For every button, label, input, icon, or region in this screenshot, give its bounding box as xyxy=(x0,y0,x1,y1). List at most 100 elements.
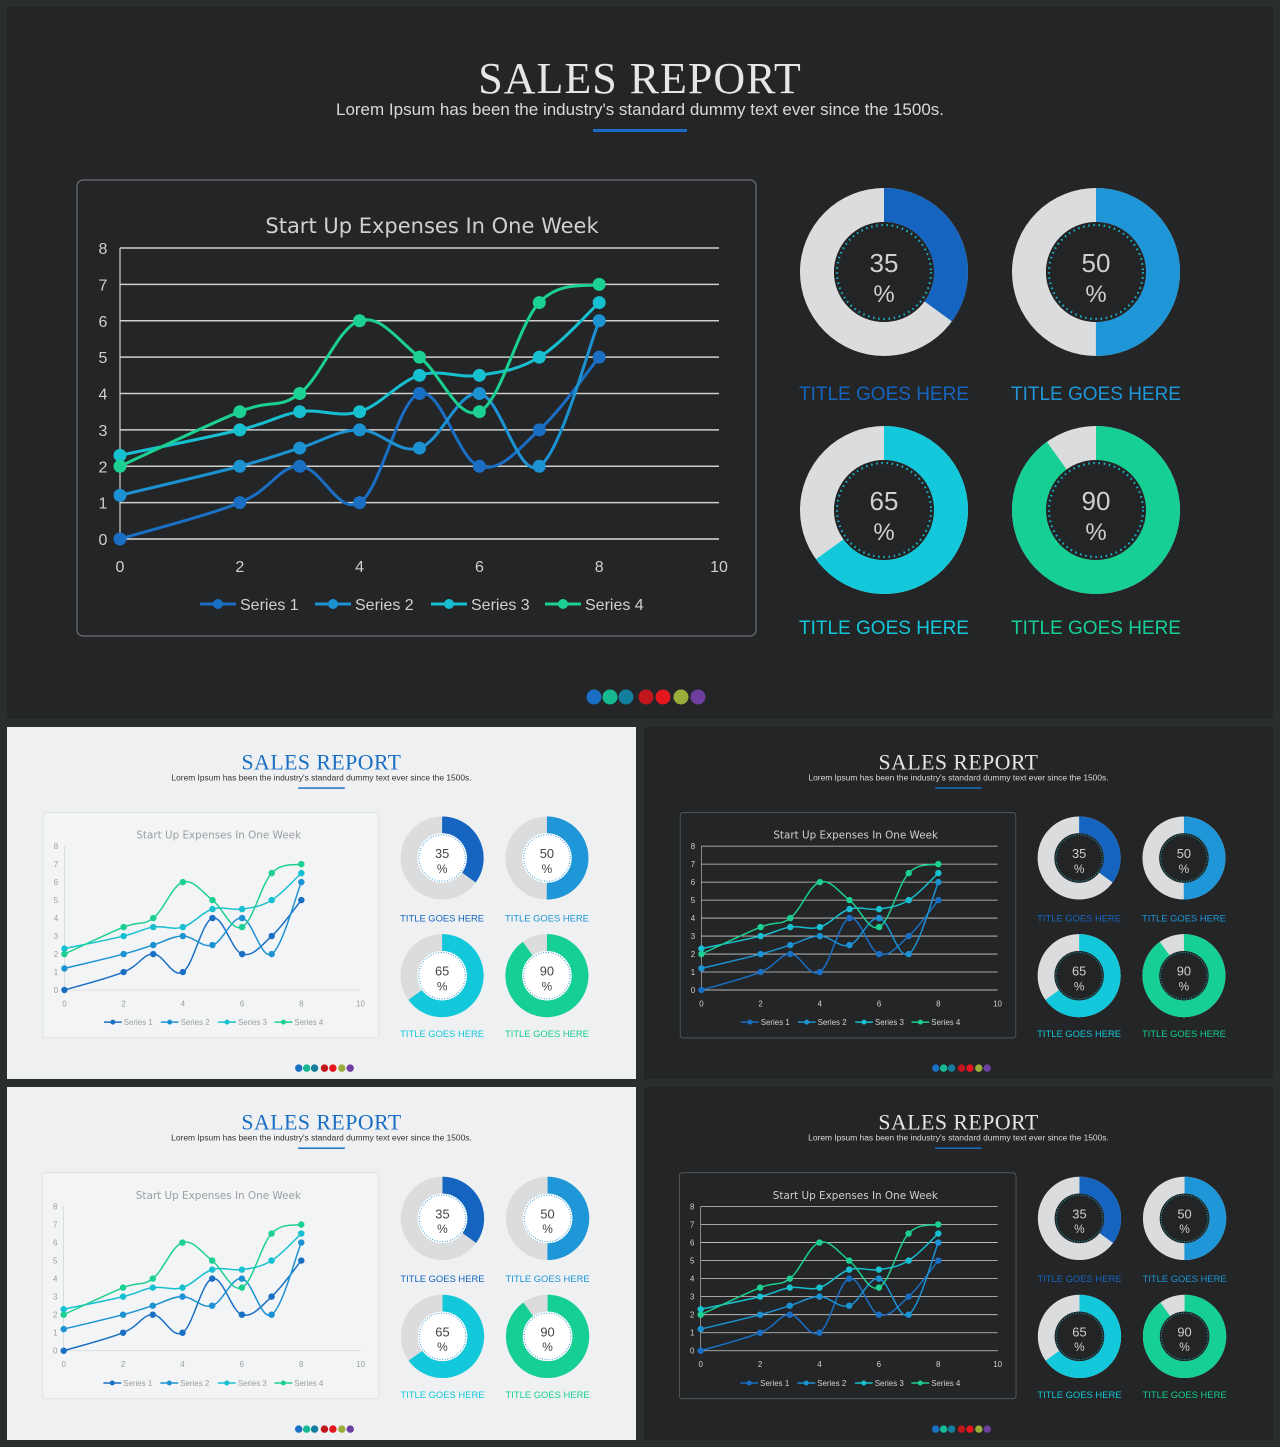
series-point[interactable] xyxy=(61,986,68,994)
series-point[interactable] xyxy=(413,350,426,364)
slide-thumb-light-1[interactable]: SALES REPORT Lorem Ipsum has been the ind… xyxy=(7,727,636,1079)
series-point[interactable] xyxy=(60,1325,67,1333)
donut-progress[interactable] xyxy=(1037,1294,1122,1379)
series-point[interactable] xyxy=(298,896,305,904)
series-point[interactable] xyxy=(905,1311,912,1318)
series-point[interactable] xyxy=(846,896,853,904)
donut-progress[interactable] xyxy=(505,816,589,900)
series-point[interactable] xyxy=(179,923,187,931)
series-point[interactable] xyxy=(472,405,486,419)
series-point[interactable] xyxy=(875,1266,883,1273)
series-point[interactable] xyxy=(268,950,275,958)
series-point[interactable] xyxy=(268,1311,275,1318)
series-point[interactable] xyxy=(113,459,127,473)
series-point[interactable] xyxy=(209,914,216,922)
series-point[interactable] xyxy=(905,896,912,904)
series-point[interactable] xyxy=(353,496,367,510)
series-point[interactable] xyxy=(61,945,68,952)
pagination-dot[interactable] xyxy=(932,1064,940,1072)
series-point[interactable] xyxy=(592,277,606,291)
series-point[interactable] xyxy=(532,423,546,437)
slide-thumb-light-2[interactable]: SALES REPORT Lorem Ipsum has been the ind… xyxy=(7,1087,636,1440)
series-point[interactable] xyxy=(179,1239,186,1246)
series-point[interactable] xyxy=(149,1302,157,1309)
series-point[interactable] xyxy=(149,1284,157,1291)
series-point[interactable] xyxy=(697,1347,704,1354)
series-point[interactable] xyxy=(353,423,367,437)
donut-progress[interactable] xyxy=(505,1294,590,1379)
series-point[interactable] xyxy=(413,441,426,455)
series-point[interactable] xyxy=(150,941,157,949)
series-point[interactable] xyxy=(209,896,216,904)
series-point[interactable] xyxy=(875,1275,883,1282)
series-point[interactable] xyxy=(238,950,246,958)
series-point[interactable] xyxy=(238,1311,246,1318)
series-point[interactable] xyxy=(113,488,127,502)
series-point[interactable] xyxy=(413,387,426,400)
series-point[interactable] xyxy=(149,1275,157,1282)
series-point[interactable] xyxy=(756,1284,764,1291)
pagination-dot[interactable] xyxy=(302,1425,311,1433)
pagination-dot[interactable] xyxy=(295,1064,303,1072)
series-point[interactable] xyxy=(472,387,486,400)
series-point[interactable] xyxy=(413,368,426,382)
series-point[interactable] xyxy=(238,1275,246,1282)
series-point[interactable] xyxy=(60,1306,67,1313)
pagination-dot[interactable] xyxy=(673,689,689,705)
series-point[interactable] xyxy=(935,860,942,868)
donut-progress[interactable] xyxy=(1037,934,1121,1018)
series-point[interactable] xyxy=(233,423,247,437)
series-point[interactable] xyxy=(233,459,247,473)
series-point[interactable] xyxy=(875,1311,883,1318)
pagination-dot[interactable] xyxy=(966,1064,974,1072)
series-point[interactable] xyxy=(208,1266,216,1273)
donut-progress[interactable] xyxy=(400,934,484,1018)
donut-progress[interactable] xyxy=(505,1176,590,1261)
series-point[interactable] xyxy=(786,1302,794,1309)
series-point[interactable] xyxy=(816,1329,823,1336)
series-point[interactable] xyxy=(845,1266,853,1273)
series-point[interactable] xyxy=(816,1293,823,1300)
donut-progress[interactable] xyxy=(400,1176,485,1261)
pagination-dot[interactable] xyxy=(947,1064,956,1072)
series-point[interactable] xyxy=(353,314,367,328)
pagination-dot[interactable] xyxy=(602,689,618,705)
series-point[interactable] xyxy=(209,941,216,949)
series-point[interactable] xyxy=(698,945,705,952)
pagination-dot[interactable] xyxy=(931,1425,940,1433)
slide-thumb-dark-1[interactable]: SALES REPORT Lorem Ipsum has been the ind… xyxy=(644,727,1273,1079)
pagination-dot[interactable] xyxy=(966,1425,974,1433)
pagination-dot[interactable] xyxy=(957,1425,966,1433)
series-point[interactable] xyxy=(697,1311,704,1318)
series-point[interactable] xyxy=(120,950,127,958)
donut-progress[interactable] xyxy=(800,426,968,594)
series-point[interactable] xyxy=(532,459,546,473)
series-point[interactable] xyxy=(238,1266,246,1273)
series-point[interactable] xyxy=(905,1230,912,1237)
series-point[interactable] xyxy=(845,1275,853,1282)
donut-progress[interactable] xyxy=(1012,426,1180,594)
pagination-dot[interactable] xyxy=(329,1425,337,1433)
series-point[interactable] xyxy=(697,1325,704,1333)
series-point[interactable] xyxy=(786,1311,794,1318)
series-point[interactable] xyxy=(119,1293,127,1300)
donut-progress[interactable] xyxy=(800,188,968,356)
series-point[interactable] xyxy=(845,1257,853,1264)
series-point[interactable] xyxy=(787,923,794,931)
series-point[interactable] xyxy=(875,905,883,913)
series-point[interactable] xyxy=(935,1221,942,1228)
series-point[interactable] xyxy=(298,860,305,868)
series-point[interactable] xyxy=(293,459,307,473)
series-point[interactable] xyxy=(113,448,127,462)
pagination-dot[interactable] xyxy=(947,1425,956,1433)
series-point[interactable] xyxy=(905,1293,912,1300)
series-point[interactable] xyxy=(150,950,157,958)
pagination-dot[interactable] xyxy=(983,1064,991,1072)
series-point[interactable] xyxy=(472,459,486,473)
series-point[interactable] xyxy=(150,923,157,931)
series-point[interactable] xyxy=(757,968,764,976)
series-point[interactable] xyxy=(816,968,824,976)
series-point[interactable] xyxy=(757,923,764,931)
series-point[interactable] xyxy=(756,1329,764,1336)
pagination-dot[interactable] xyxy=(983,1425,991,1433)
